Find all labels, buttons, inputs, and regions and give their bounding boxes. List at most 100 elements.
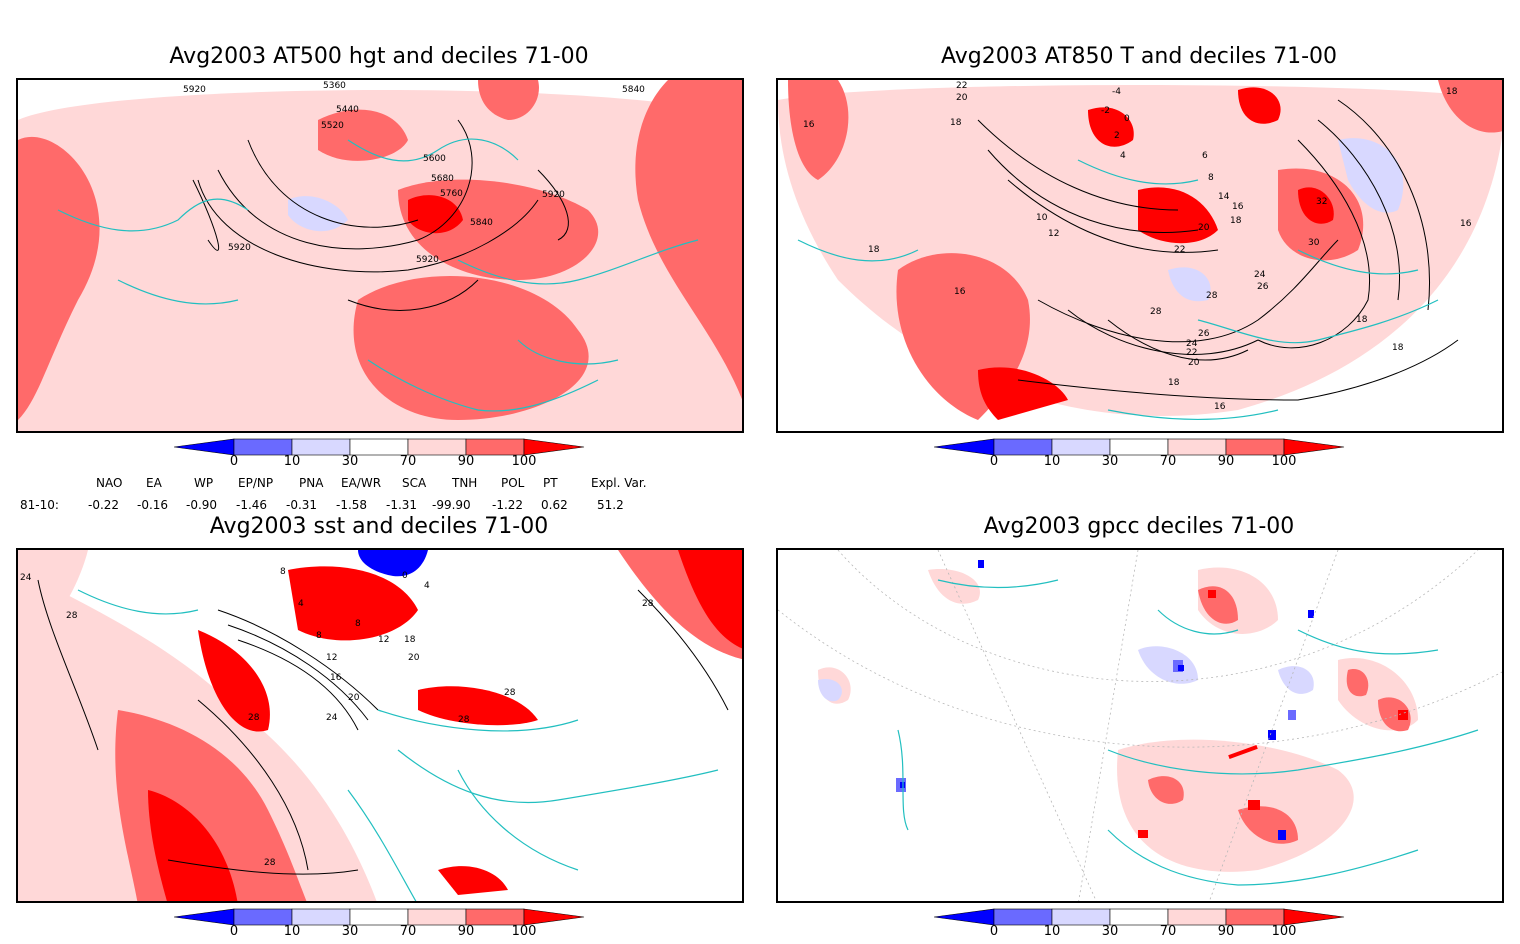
contour-label: 24 [20,573,32,583]
contour-label: 16 [803,120,815,130]
index-header: TNH [452,476,478,490]
index-header: NAO [96,476,123,490]
map-gpcc-canvas [778,550,1502,901]
colorbar-swatches [934,908,1345,926]
map-500hgt: 5920 5360 5440 5520 5600 5680 5760 5840 … [16,78,744,433]
colorbar-tick-label: 10 [283,454,301,469]
index-header: POL [501,476,525,490]
contour-label: 5440 [336,105,359,115]
contour-label: 20 [408,653,420,663]
contour-label: -4 [1112,87,1121,97]
index-header: Expl. Var. [591,476,647,490]
contour-label: 28 [504,688,516,698]
colorbar-segment [291,908,351,926]
map-850t: 22 20 18 16 -4 -2 0 2 4 6 8 10 12 14 16 … [776,78,1504,433]
contour-label: 4 [424,581,430,591]
contour-label: 18 [1446,87,1458,97]
contour-label: 28 [1206,291,1218,301]
contour-label: 5920 [542,190,565,200]
colorbar-high-arrow [1283,908,1345,926]
contour-label: 6 [1202,151,1208,161]
contour-label: 5840 [470,218,493,228]
colorbar-tick-label: 100 [1271,924,1297,939]
contour-label: 0 [1124,114,1130,124]
contour-label: 28 [458,715,470,725]
contour-label: 8 [316,631,322,641]
index-value: -1.22 [492,498,524,512]
map-sst: 24 28 8 4 8 8 12 12 16 20 24 28 28 28 20… [16,548,744,903]
colorbar-tick-label: 90 [1217,454,1235,469]
colorbar-segment [1225,438,1285,456]
contour-label: 28 [1150,307,1162,317]
colorbar-segment [1225,908,1285,926]
colorbar-segment [1109,438,1169,456]
contour-label: 18 [1356,315,1368,325]
index-value: -1.31 [386,498,418,512]
contour-label: 5520 [321,121,344,131]
contour-label: 20 [956,93,968,103]
contour-label: 16 [1232,202,1244,212]
panel-title-850t: Avg2003 AT850 T and deciles 71-00 [940,44,1338,69]
contour-label: 20 [348,693,360,703]
colorbar-segment [1051,438,1111,456]
contour-label: 5920 [228,243,251,253]
contour-label: -2 [1101,106,1110,116]
colorbar-segment [407,438,467,456]
contour-label: 12 [1048,229,1059,239]
colorbar-tick-label: 90 [1217,924,1235,939]
contour-label: 8 [1208,173,1214,183]
colorbar-tick-label: 0 [989,454,999,469]
colorbar-tick-label: 30 [1101,454,1119,469]
colorbar-tick-label: 30 [341,454,359,469]
contour-label: 5840 [622,85,645,95]
contour-label: 24 [326,713,338,723]
colorbar-high-arrow [523,438,585,456]
contour-label: 2 [1114,131,1120,141]
contour-label: 22 [1174,245,1185,255]
contour-label: 4 [1120,151,1126,161]
map-gpcc [776,548,1504,903]
colorbar-segment [1167,908,1227,926]
contour-label: 28 [642,599,654,609]
contour-label: 14 [1218,192,1230,202]
colorbar-segment [993,438,1053,456]
contour-label: 5920 [183,85,206,95]
contour-label: 22 [1186,348,1197,358]
colorbar-low-arrow [934,438,995,456]
index-header: PT [543,476,558,490]
contour-label: 18 [1230,216,1242,226]
contour-label: 16 [1214,402,1226,412]
colorbar-tick-label: 90 [457,924,475,939]
colorbar-swatches [934,438,1345,456]
colorbar-segment [993,908,1053,926]
index-value: -1.58 [336,498,368,512]
index-value: 0.62 [541,498,568,512]
contour-label: 10 [1036,213,1048,223]
contour-label: 24 [1254,270,1266,280]
colorbar-tick-label: 100 [511,924,537,939]
contour-label: 8 [355,619,361,629]
colorbar-high-arrow [523,908,585,926]
panel-title-sst: Avg2003 sst and deciles 71-00 [209,514,549,539]
map-sst-canvas: 24 28 8 4 8 8 12 12 16 20 24 28 28 28 20… [18,550,742,901]
contour-label: 12 [378,635,389,645]
colorbar-segment [233,908,293,926]
colorbar-segment [233,438,293,456]
index-value: -0.22 [88,498,120,512]
contour-label: 18 [1392,343,1404,353]
colorbar-tick-label: 70 [1159,454,1177,469]
contour-label: 8 [280,567,286,577]
index-value: -0.90 [186,498,218,512]
colorbar-low-arrow [934,908,995,926]
colorbar-tick-label: 10 [1043,454,1061,469]
colorbar-high-arrow [1283,438,1345,456]
colorbar-segment [349,908,409,926]
contour-label: 20 [1198,223,1210,233]
index-header: EA [146,476,162,490]
contour-label: 0 [402,571,408,581]
index-header: PNA [299,476,324,490]
index-header: WP [194,476,214,490]
colorbar-sst: 0 10 30 70 90 100 [174,908,594,944]
colorbar-tick-label: 100 [1271,454,1297,469]
colorbar-swatches [174,908,585,926]
